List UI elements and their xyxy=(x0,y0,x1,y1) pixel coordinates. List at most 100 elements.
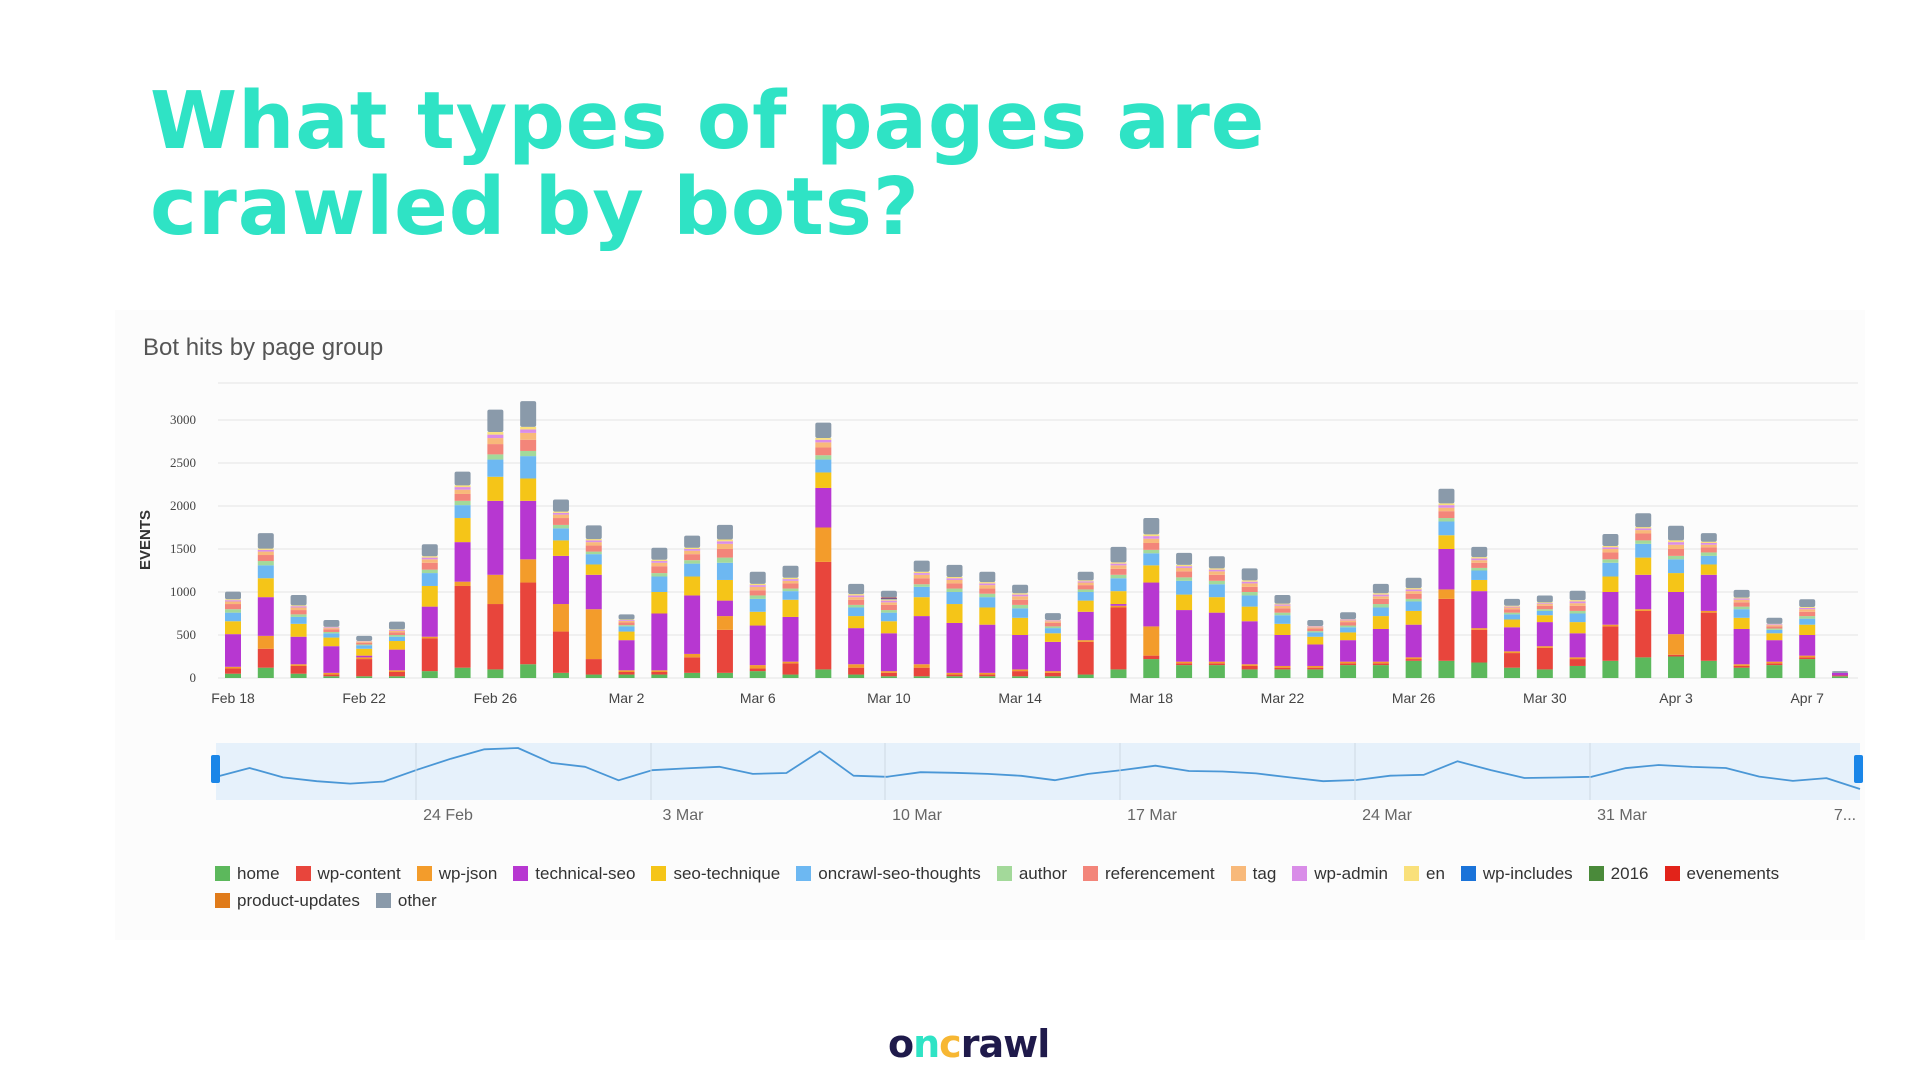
bar-segment-en xyxy=(225,599,241,601)
legend-item-other[interactable]: other xyxy=(375,891,437,911)
bar-segment-tag xyxy=(1176,567,1193,572)
x-tick-label: Mar 2 xyxy=(609,690,645,706)
range-navigator[interactable]: 24 Feb 3 Mar 10 Mar 17 Mar 24 Mar 31 Mar 7... xyxy=(211,743,1863,824)
bar-segment-wp-content xyxy=(1635,610,1652,658)
bar-segment-author xyxy=(815,455,832,460)
bar-segment-wp-admin xyxy=(1536,603,1553,605)
bar-segment-home xyxy=(1700,660,1717,678)
bar-segment-home xyxy=(1012,676,1029,678)
legend-item-en[interactable]: en xyxy=(1403,864,1445,884)
bar-segment-home xyxy=(1110,669,1127,678)
legend-label: wp-includes xyxy=(1482,863,1573,883)
bar-stack xyxy=(290,595,307,678)
slide-title-line-2: crawled by bots? xyxy=(150,161,920,253)
bar-segment-tag xyxy=(749,586,766,591)
bar-segment-seo-technique xyxy=(552,540,569,556)
bar-segment-referencement xyxy=(1668,549,1685,556)
bar-segment-tag xyxy=(1504,607,1521,610)
bar-segment-author xyxy=(1438,518,1455,522)
chart-legend: home wp-content wp-json technical-seo seo-te… xyxy=(215,860,1815,914)
legend-swatch xyxy=(215,866,230,881)
bar-segment-author xyxy=(1569,610,1586,614)
bar-segment-other xyxy=(1307,619,1324,626)
bar-segment-other xyxy=(1569,590,1586,601)
bar-segment-home xyxy=(848,674,865,678)
bar-segment-en xyxy=(946,576,963,579)
bar-segment-wp-admin xyxy=(913,573,930,575)
bar-stack xyxy=(1110,546,1127,678)
bar-segment-seo-technique xyxy=(1012,617,1029,635)
bar-segment-author xyxy=(651,573,668,577)
bar-stack xyxy=(815,422,832,678)
legend-row: home wp-content wp-json technical-seo seo-te… xyxy=(215,860,1815,887)
bar-segment-oncrawl-seo-thoughts xyxy=(520,456,537,479)
legend-item-wp-includes[interactable]: wp-includes xyxy=(1460,863,1573,884)
bar-segment-tag xyxy=(1569,603,1586,606)
legend-label: tag xyxy=(1252,863,1277,883)
bar-segment-oncrawl-seo-thoughts xyxy=(1799,618,1816,625)
bar-segment-wp-admin xyxy=(1471,558,1488,561)
bar-segment-technical-seo xyxy=(716,600,733,617)
legend-item-wp-json[interactable]: wp-json xyxy=(416,864,497,884)
bar-segment-author xyxy=(290,614,307,617)
bar-segment-wp-admin xyxy=(651,561,668,563)
bar-segment-seo-technique xyxy=(520,478,537,501)
bar-segment-wp-admin xyxy=(1766,624,1783,626)
legend-item-author[interactable]: author xyxy=(996,864,1067,884)
bar-segment-author xyxy=(1700,552,1717,556)
legend-item-product-updates[interactable]: product-updates xyxy=(215,891,360,911)
legend-item-oncrawl-seo-thoughts[interactable]: oncrawl-seo-thoughts xyxy=(796,864,981,884)
bar-segment-author xyxy=(913,584,930,587)
bar-segment-wp-admin xyxy=(684,549,701,551)
legend-item-evenements[interactable]: evenements xyxy=(1664,864,1779,884)
bar-segment-wp-json xyxy=(1274,665,1291,668)
bar-segment-seo-technique xyxy=(388,641,405,650)
legend-item-referencement[interactable]: referencement xyxy=(1083,864,1215,884)
bar-segment-home xyxy=(1143,659,1160,678)
legend-item-2016[interactable]: 2016 xyxy=(1588,864,1649,884)
bar-segment-oncrawl-seo-thoughts xyxy=(487,459,504,477)
bar-segment-wp-json xyxy=(1307,665,1324,668)
bar-segment-wp-content xyxy=(651,671,668,675)
bar-segment-oncrawl-seo-thoughts xyxy=(946,592,963,605)
legend-item-technical-seo[interactable]: technical-seo xyxy=(513,864,635,884)
legend-item-seo-technique[interactable]: seo-technique xyxy=(651,864,780,884)
bar-segment-en xyxy=(848,594,865,596)
bar-segment-seo-technique xyxy=(487,476,504,501)
bar-stack xyxy=(684,535,701,678)
bar-segment-oncrawl-seo-thoughts xyxy=(1241,595,1258,607)
bar-stack xyxy=(946,564,963,678)
bar-segment-en xyxy=(1700,541,1717,543)
bar-segment-wp-json xyxy=(815,527,832,562)
navigator-right-handle[interactable] xyxy=(1854,755,1863,783)
bar-segment-home xyxy=(1799,659,1816,678)
bar-stack xyxy=(356,635,373,678)
legend-item-wp-content[interactable]: wp-content xyxy=(295,864,401,884)
bar-stack xyxy=(618,614,635,678)
bar-segment-en xyxy=(585,539,602,541)
bar-segment-other xyxy=(1372,583,1389,594)
bar-segment-home xyxy=(421,671,438,678)
bar-segment-technical-seo xyxy=(880,633,897,672)
bar-segment-referencement xyxy=(1208,574,1225,581)
bar-segment-referencement xyxy=(1241,586,1258,592)
bar-segment-wp-admin xyxy=(1110,563,1127,566)
bar-segment-wp-json xyxy=(454,581,471,586)
navigator-left-handle[interactable] xyxy=(211,755,220,783)
bar-segment-wp-admin xyxy=(487,434,504,439)
legend-item-wp-admin[interactable]: wp-admin xyxy=(1292,864,1388,884)
bar-segment-oncrawl-seo-thoughts xyxy=(257,565,274,579)
bar-segment-en xyxy=(1569,600,1586,602)
bar-segment-wp-admin xyxy=(520,429,537,433)
x-tick-label: Mar 10 xyxy=(867,690,911,706)
legend-item-tag[interactable]: tag xyxy=(1230,863,1277,884)
bar-segment-tag xyxy=(290,607,307,611)
x-tick-label: Feb 18 xyxy=(211,690,255,706)
slide-title-line-1: What types of pages are xyxy=(150,75,1266,167)
legend-item-home[interactable]: home xyxy=(215,864,280,884)
bar-segment-author xyxy=(1635,540,1652,544)
bar-segment-seo-technique xyxy=(1766,633,1783,641)
y-tick-label: 3000 xyxy=(170,412,196,427)
navigator-series-line xyxy=(215,747,1861,790)
bar-segment-wp-content xyxy=(1668,654,1685,657)
